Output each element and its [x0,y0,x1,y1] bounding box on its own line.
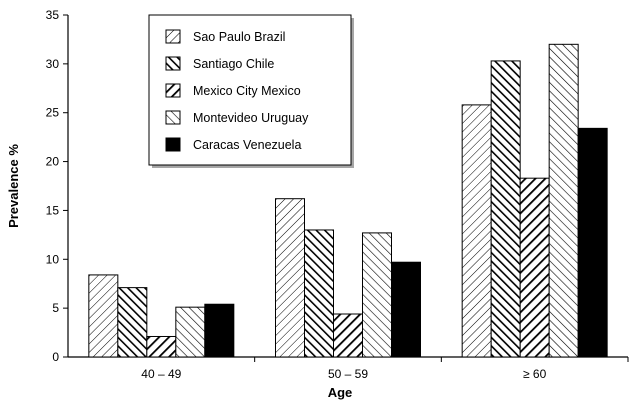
y-tick-label: 5 [52,301,59,315]
legend-label: Mexico City Mexico [193,84,301,98]
x-tick-label: 50 – 59 [328,367,368,381]
x-tick-label: 40 – 49 [141,367,181,381]
y-tick-label: 30 [46,57,60,71]
legend-label: Caracas Venezuela [193,138,301,152]
bar [146,335,177,358]
y-tick-label: 0 [52,350,59,364]
bar [175,306,206,358]
legend-box [148,14,352,166]
bar [577,127,608,358]
bar [304,229,334,358]
bar [490,60,521,358]
legend-label: Santiago Chile [193,57,274,71]
y-tick-label: 20 [46,155,60,169]
y-tick-label: 25 [46,106,60,120]
legend-swatch [165,29,181,44]
bar [88,274,119,358]
plot-area: 0 5 10 15 20 25 30 35 40 – 49 50 – 59 ≥ 60 [46,8,629,381]
x-axis-title: Age [328,385,353,400]
bar [117,287,148,358]
bar [204,303,235,358]
y-tick-label: 10 [46,252,60,266]
legend: Sao Paulo Brazil Santiago Chile Mexico Cit… [148,14,354,168]
y-tick-label: 35 [46,8,60,22]
bar [362,232,392,358]
legend-swatch [165,83,181,98]
y-axis-title: Prevalence % [6,144,21,228]
legend-swatch [165,56,181,71]
bar [275,198,305,358]
bar [548,43,579,358]
bar [519,177,550,358]
bar [333,313,363,358]
y-tick-label: 15 [46,203,60,217]
legend-swatch [165,110,181,125]
legend-label: Montevideo Uruguay [193,111,309,125]
bar [461,104,492,358]
legend-label: Sao Paulo Brazil [193,30,285,44]
bar [391,261,421,358]
x-tick-label: ≥ 60 [523,367,547,381]
legend-swatch [165,137,181,152]
